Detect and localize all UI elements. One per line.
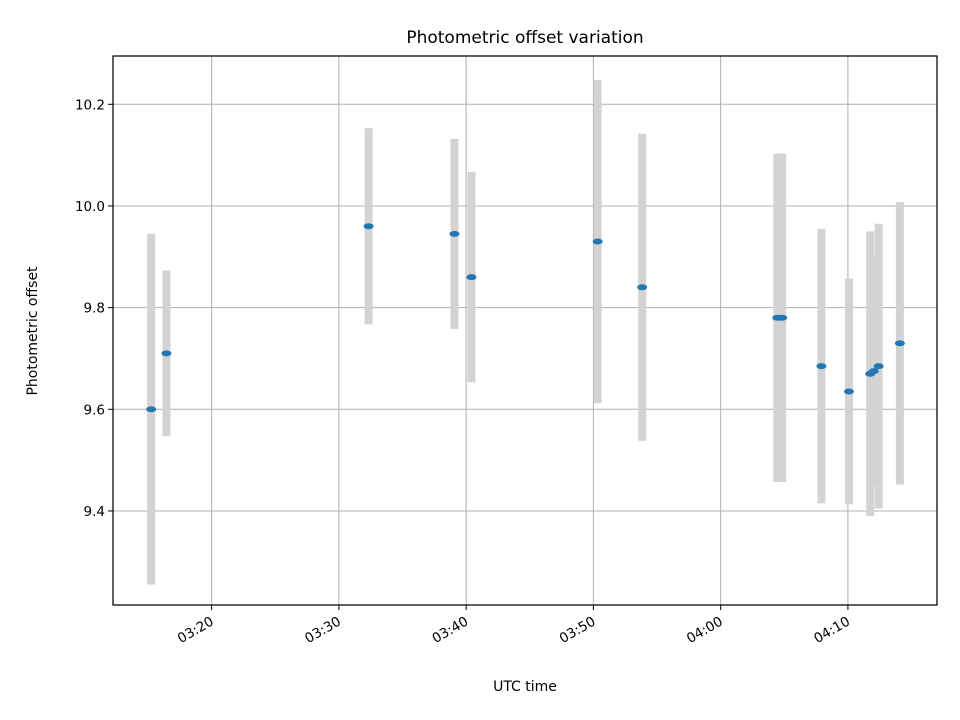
data-point [894,340,905,347]
data-point [146,406,157,413]
y-tick-label: 10.0 [75,199,105,215]
data-point [843,388,854,395]
y-tick-label: 10.2 [75,97,105,113]
data-point [873,363,884,370]
data-points [146,223,905,413]
y-axis-ticks: 9.4 9.6 9.8 10.0 10.2 [75,97,113,520]
data-point [868,368,879,375]
y-tick-label: 9.6 [84,402,105,418]
y-tick-label: 9.8 [84,301,105,317]
chart-title: Photometric offset variation [406,28,643,48]
x-axis-label: UTC time [493,679,557,695]
data-point [637,284,648,291]
y-axis-label: Photometric offset [25,266,41,396]
data-point [592,238,603,245]
data-point [816,363,827,370]
data-point [449,230,460,237]
plot-frame [112,55,938,606]
y-tick-label: 9.4 [84,504,105,520]
data-point [363,223,374,230]
data-point [161,350,172,357]
data-point [466,274,477,281]
data-point [777,314,788,321]
